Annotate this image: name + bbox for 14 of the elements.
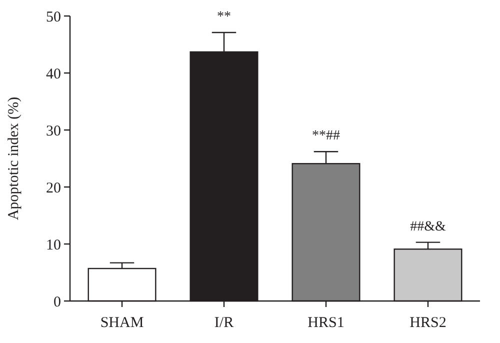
y-tick-label: 0 — [54, 294, 61, 310]
y-tick-label: 20 — [46, 180, 61, 196]
x-tick-label: I/R — [214, 315, 234, 331]
annotation: **## — [312, 128, 340, 144]
y-axis-title: Apoptotic index (%) — [6, 96, 22, 220]
x-tick-label: SHAM — [100, 315, 144, 331]
y-tick-label: 50 — [46, 9, 61, 26]
y-tick-label: 10 — [46, 237, 61, 254]
annotation: ##&& — [410, 219, 446, 234]
x-tick-label: HRS2 — [410, 315, 446, 331]
y-tick-label: 30 — [46, 123, 61, 140]
x-tick-label: HRS1 — [308, 315, 344, 331]
annotation: ** — [217, 10, 232, 25]
y-tick-label: 40 — [46, 66, 61, 82]
